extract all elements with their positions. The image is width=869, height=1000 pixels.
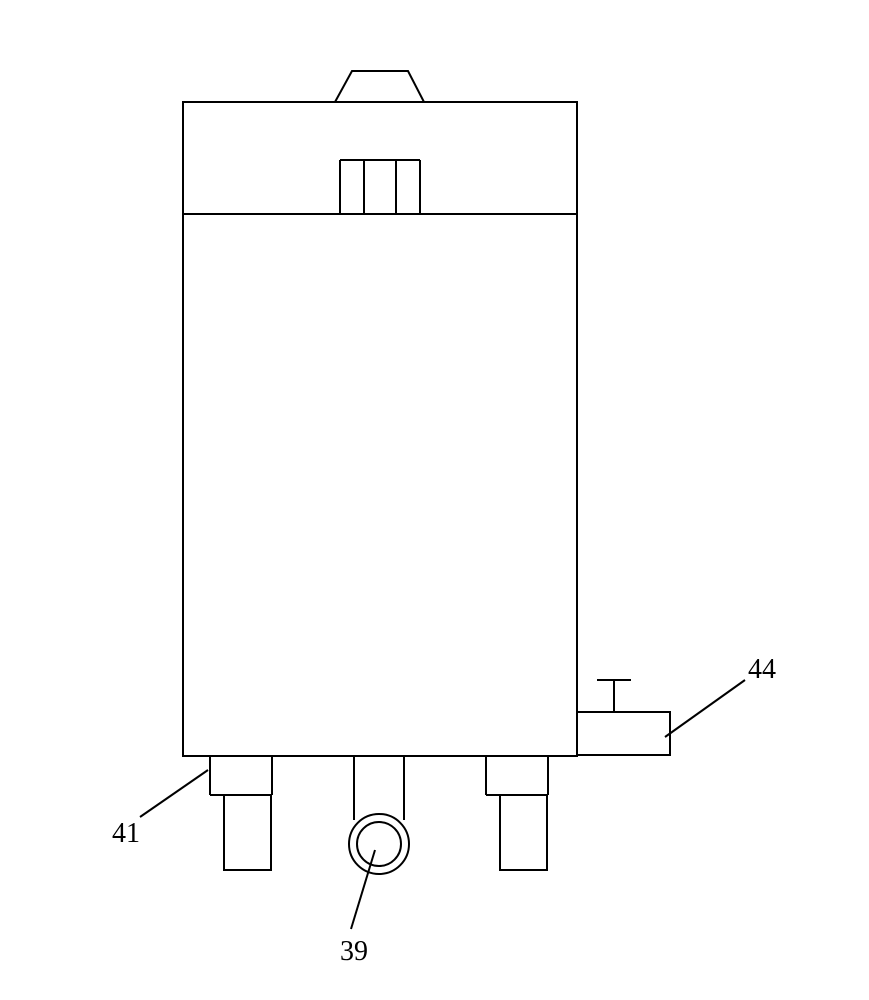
outlet-body (577, 712, 670, 755)
wheel-right (500, 795, 547, 870)
label-44-leader (665, 680, 745, 737)
label-39: 39 (340, 936, 368, 967)
label-41: 41 (112, 818, 140, 849)
wheel-left (224, 795, 271, 870)
main-body (183, 102, 577, 756)
label-44: 44 (748, 654, 776, 685)
hopper-icon (335, 71, 424, 102)
center-ring-inner (357, 822, 401, 866)
label-41-leader (140, 770, 208, 817)
